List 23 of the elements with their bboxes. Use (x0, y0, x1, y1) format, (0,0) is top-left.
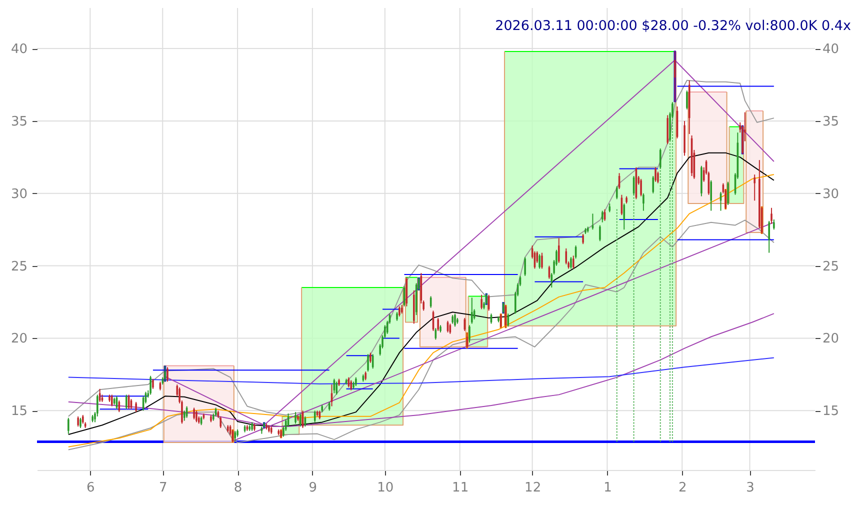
text: 2026.03.11 00:00:00 $28.00 -0.32% vol:800.0K 0.4x (495, 18, 852, 34)
y2-tick-label: 15 (822, 404, 840, 420)
x-tick-label: 12 (524, 480, 542, 496)
y2-tick-label: 20 (822, 332, 840, 347)
x-tick-label: 3 (746, 480, 754, 496)
y-tick-label: 35 (10, 114, 28, 130)
x-tick-label: 2 (678, 480, 687, 496)
y-tick-label: 20 (10, 332, 28, 347)
x-tick-label: 1 (604, 480, 612, 496)
x-tick-label: 7 (159, 480, 168, 496)
y-tick-label: 40 (10, 42, 28, 58)
y2-tick-label: 25 (822, 259, 840, 274)
y-tick-label: 30 (10, 186, 28, 202)
x-tick-label: 6 (86, 480, 95, 496)
x-tick-label: 10 (377, 480, 394, 496)
x-tick-label: 8 (234, 480, 242, 496)
y2-tick-label: 30 (822, 186, 840, 202)
x-tick-label: 11 (452, 480, 469, 496)
y2-tick-label: 40 (822, 42, 840, 58)
y-tick-label: 25 (10, 259, 28, 274)
y2-tick-label: 35 (822, 114, 840, 130)
x-tick-label: 9 (308, 480, 318, 496)
y-tick-label: 15 (10, 404, 28, 420)
